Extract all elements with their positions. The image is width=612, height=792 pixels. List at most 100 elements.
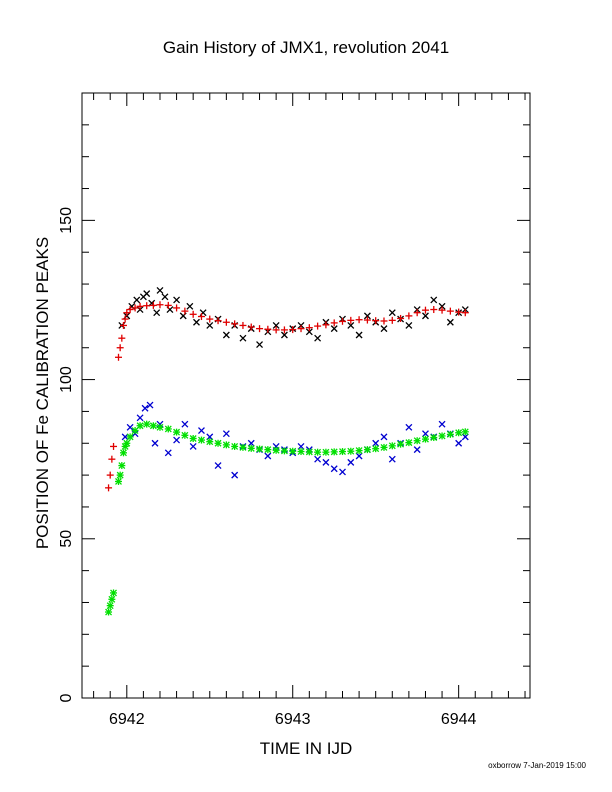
chart-title: Gain History of JMX1, revolution 2041 — [163, 38, 449, 57]
data-point-s3 — [355, 447, 363, 455]
data-point-s3 — [330, 448, 338, 456]
data-point-s3 — [106, 602, 114, 610]
x-tick-label: 6943 — [275, 711, 311, 728]
data-point-s3 — [314, 448, 322, 456]
data-point-s0 — [314, 334, 322, 342]
data-point-s3 — [156, 423, 164, 431]
data-point-s3 — [421, 435, 429, 443]
data-point-s3 — [173, 428, 181, 436]
data-point-s1 — [256, 325, 264, 333]
data-point-s2 — [173, 436, 181, 444]
data-point-s1 — [197, 313, 205, 321]
x-tick-label: 6944 — [441, 711, 477, 728]
data-point-s1 — [131, 304, 139, 312]
data-point-s1 — [181, 307, 189, 315]
y-tick-label: 50 — [58, 530, 75, 548]
data-point-s1 — [126, 306, 134, 314]
data-point-s0 — [161, 293, 169, 301]
data-point-s2 — [355, 452, 363, 460]
data-point-s3 — [115, 477, 123, 485]
data-point-s0 — [405, 321, 413, 329]
data-point-s3 — [164, 425, 172, 433]
data-point-s2 — [372, 439, 380, 447]
data-point-s1 — [363, 316, 371, 324]
data-point-s1 — [297, 325, 305, 333]
data-point-s1 — [280, 326, 288, 334]
data-point-s1 — [446, 307, 454, 315]
data-point-s1 — [388, 316, 396, 324]
data-point-s0 — [438, 302, 446, 310]
data-point-s2 — [189, 442, 197, 450]
data-point-s0 — [206, 321, 214, 329]
data-point-s2 — [264, 452, 272, 460]
data-point-s3 — [189, 434, 197, 442]
data-point-s2 — [297, 442, 305, 450]
data-point-s2 — [181, 420, 189, 428]
data-point-s3 — [214, 439, 222, 447]
data-point-s3 — [110, 589, 118, 597]
data-point-s2 — [330, 465, 338, 473]
y-tick-label: 100 — [58, 366, 75, 393]
data-point-s0 — [239, 334, 247, 342]
data-point-s1 — [110, 442, 118, 450]
data-point-s1 — [121, 315, 129, 323]
data-point-s2 — [413, 446, 421, 454]
data-point-s3 — [264, 446, 272, 454]
data-point-s1 — [380, 317, 388, 325]
data-point-s2 — [388, 455, 396, 463]
data-point-s3 — [143, 420, 151, 428]
data-point-s3 — [363, 446, 371, 454]
data-point-s1 — [108, 455, 116, 463]
data-point-s2 — [405, 423, 413, 431]
footer-timestamp: oxborrow 7-Jan-2019 15:00 — [488, 761, 586, 770]
data-point-s0 — [355, 331, 363, 339]
data-point-s3 — [289, 447, 297, 455]
data-point-s3 — [197, 436, 205, 444]
data-point-s3 — [108, 595, 116, 603]
data-point-s0 — [363, 312, 371, 320]
data-point-s2 — [121, 433, 129, 441]
data-point-s2 — [322, 458, 330, 466]
data-point-s0 — [280, 331, 288, 339]
data-point-s1 — [149, 301, 157, 309]
data-point-s2 — [339, 468, 346, 476]
data-point-s1 — [214, 317, 222, 325]
data-point-s2 — [141, 404, 149, 412]
data-point-s3 — [461, 428, 469, 436]
data-point-s2 — [146, 401, 154, 409]
data-point-s2 — [198, 427, 205, 434]
data-point-s3 — [206, 438, 214, 446]
data-point-s3 — [372, 445, 380, 453]
data-point-s2 — [422, 430, 429, 438]
y-tick-label: 150 — [58, 207, 75, 234]
data-point-s1 — [264, 325, 272, 333]
data-point-s0 — [347, 321, 355, 329]
data-point-s3 — [405, 439, 413, 447]
data-point-s1 — [330, 319, 338, 327]
data-point-s0 — [256, 341, 264, 349]
x-axis-label: TIME IN IJD — [260, 739, 353, 758]
data-point-s3 — [272, 446, 280, 454]
data-point-s3 — [347, 447, 355, 455]
data-point-s3 — [136, 422, 144, 430]
data-point-s3 — [247, 444, 255, 452]
data-point-s0 — [173, 296, 181, 304]
axis-ticks — [82, 92, 530, 699]
data-point-s0 — [422, 312, 429, 320]
data-point-s2 — [136, 414, 144, 422]
data-point-s3 — [239, 443, 247, 451]
data-point-s2 — [222, 430, 230, 438]
data-point-s1 — [115, 353, 123, 361]
data-point-s1 — [231, 320, 239, 328]
data-markers — [105, 286, 469, 616]
x-tick-label: 6942 — [109, 711, 145, 728]
data-point-s3 — [397, 440, 405, 448]
data-point-s1 — [305, 324, 313, 332]
data-point-s1 — [247, 323, 255, 331]
data-point-s1 — [314, 322, 322, 330]
data-point-s1 — [421, 306, 429, 314]
data-point-s2 — [461, 433, 469, 441]
data-point-s2 — [438, 420, 446, 428]
data-point-s0 — [153, 309, 161, 317]
data-point-s3 — [118, 462, 126, 470]
